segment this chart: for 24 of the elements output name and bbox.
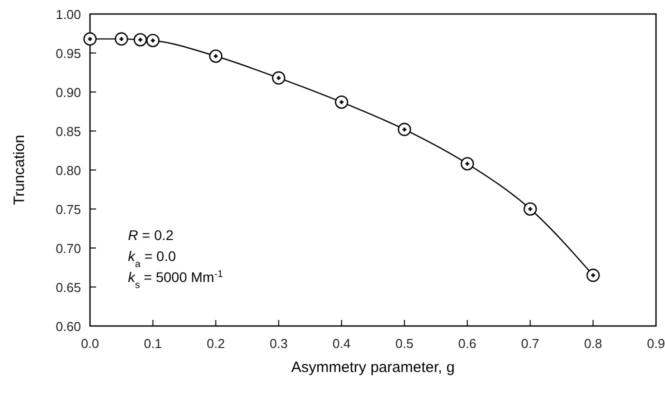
y-tick-label: 0.60 — [56, 319, 81, 334]
y-tick-label: 0.95 — [56, 46, 81, 61]
x-tick-label: 0.3 — [270, 336, 288, 351]
y-tick-label: 0.75 — [56, 202, 81, 217]
y-tick-label: 0.85 — [56, 124, 81, 139]
x-tick-label: 0.2 — [206, 336, 225, 351]
x-tick-label: 0.1 — [144, 336, 162, 351]
x-tick-label: 0.8 — [584, 336, 602, 351]
y-tick-label: 0.70 — [56, 241, 81, 256]
y-tick-label: 0.80 — [56, 163, 81, 178]
annotation: R = 0.2 — [128, 227, 174, 243]
x-tick-label: 0.4 — [332, 336, 351, 351]
x-tick-label: 0.7 — [521, 336, 540, 351]
x-tick-label: 0.9 — [646, 336, 665, 351]
y-tick-label: 1.00 — [56, 7, 81, 22]
y-tick-label: 0.90 — [56, 85, 81, 100]
x-tick-label: 0.0 — [80, 336, 100, 351]
y-tick-label: 0.65 — [56, 280, 81, 295]
x-axis-title: Asymmetry parameter, g — [291, 359, 455, 376]
y-axis-title: Truncation — [11, 134, 28, 206]
x-tick-label: 0.5 — [395, 336, 414, 351]
x-tick-label: 0.6 — [458, 336, 476, 351]
annotation: k$_{a}$ = 0.0 — [128, 248, 176, 270]
annotation: k$_{s}$ = 5000 Mm$^{-1}$ — [128, 268, 223, 290]
